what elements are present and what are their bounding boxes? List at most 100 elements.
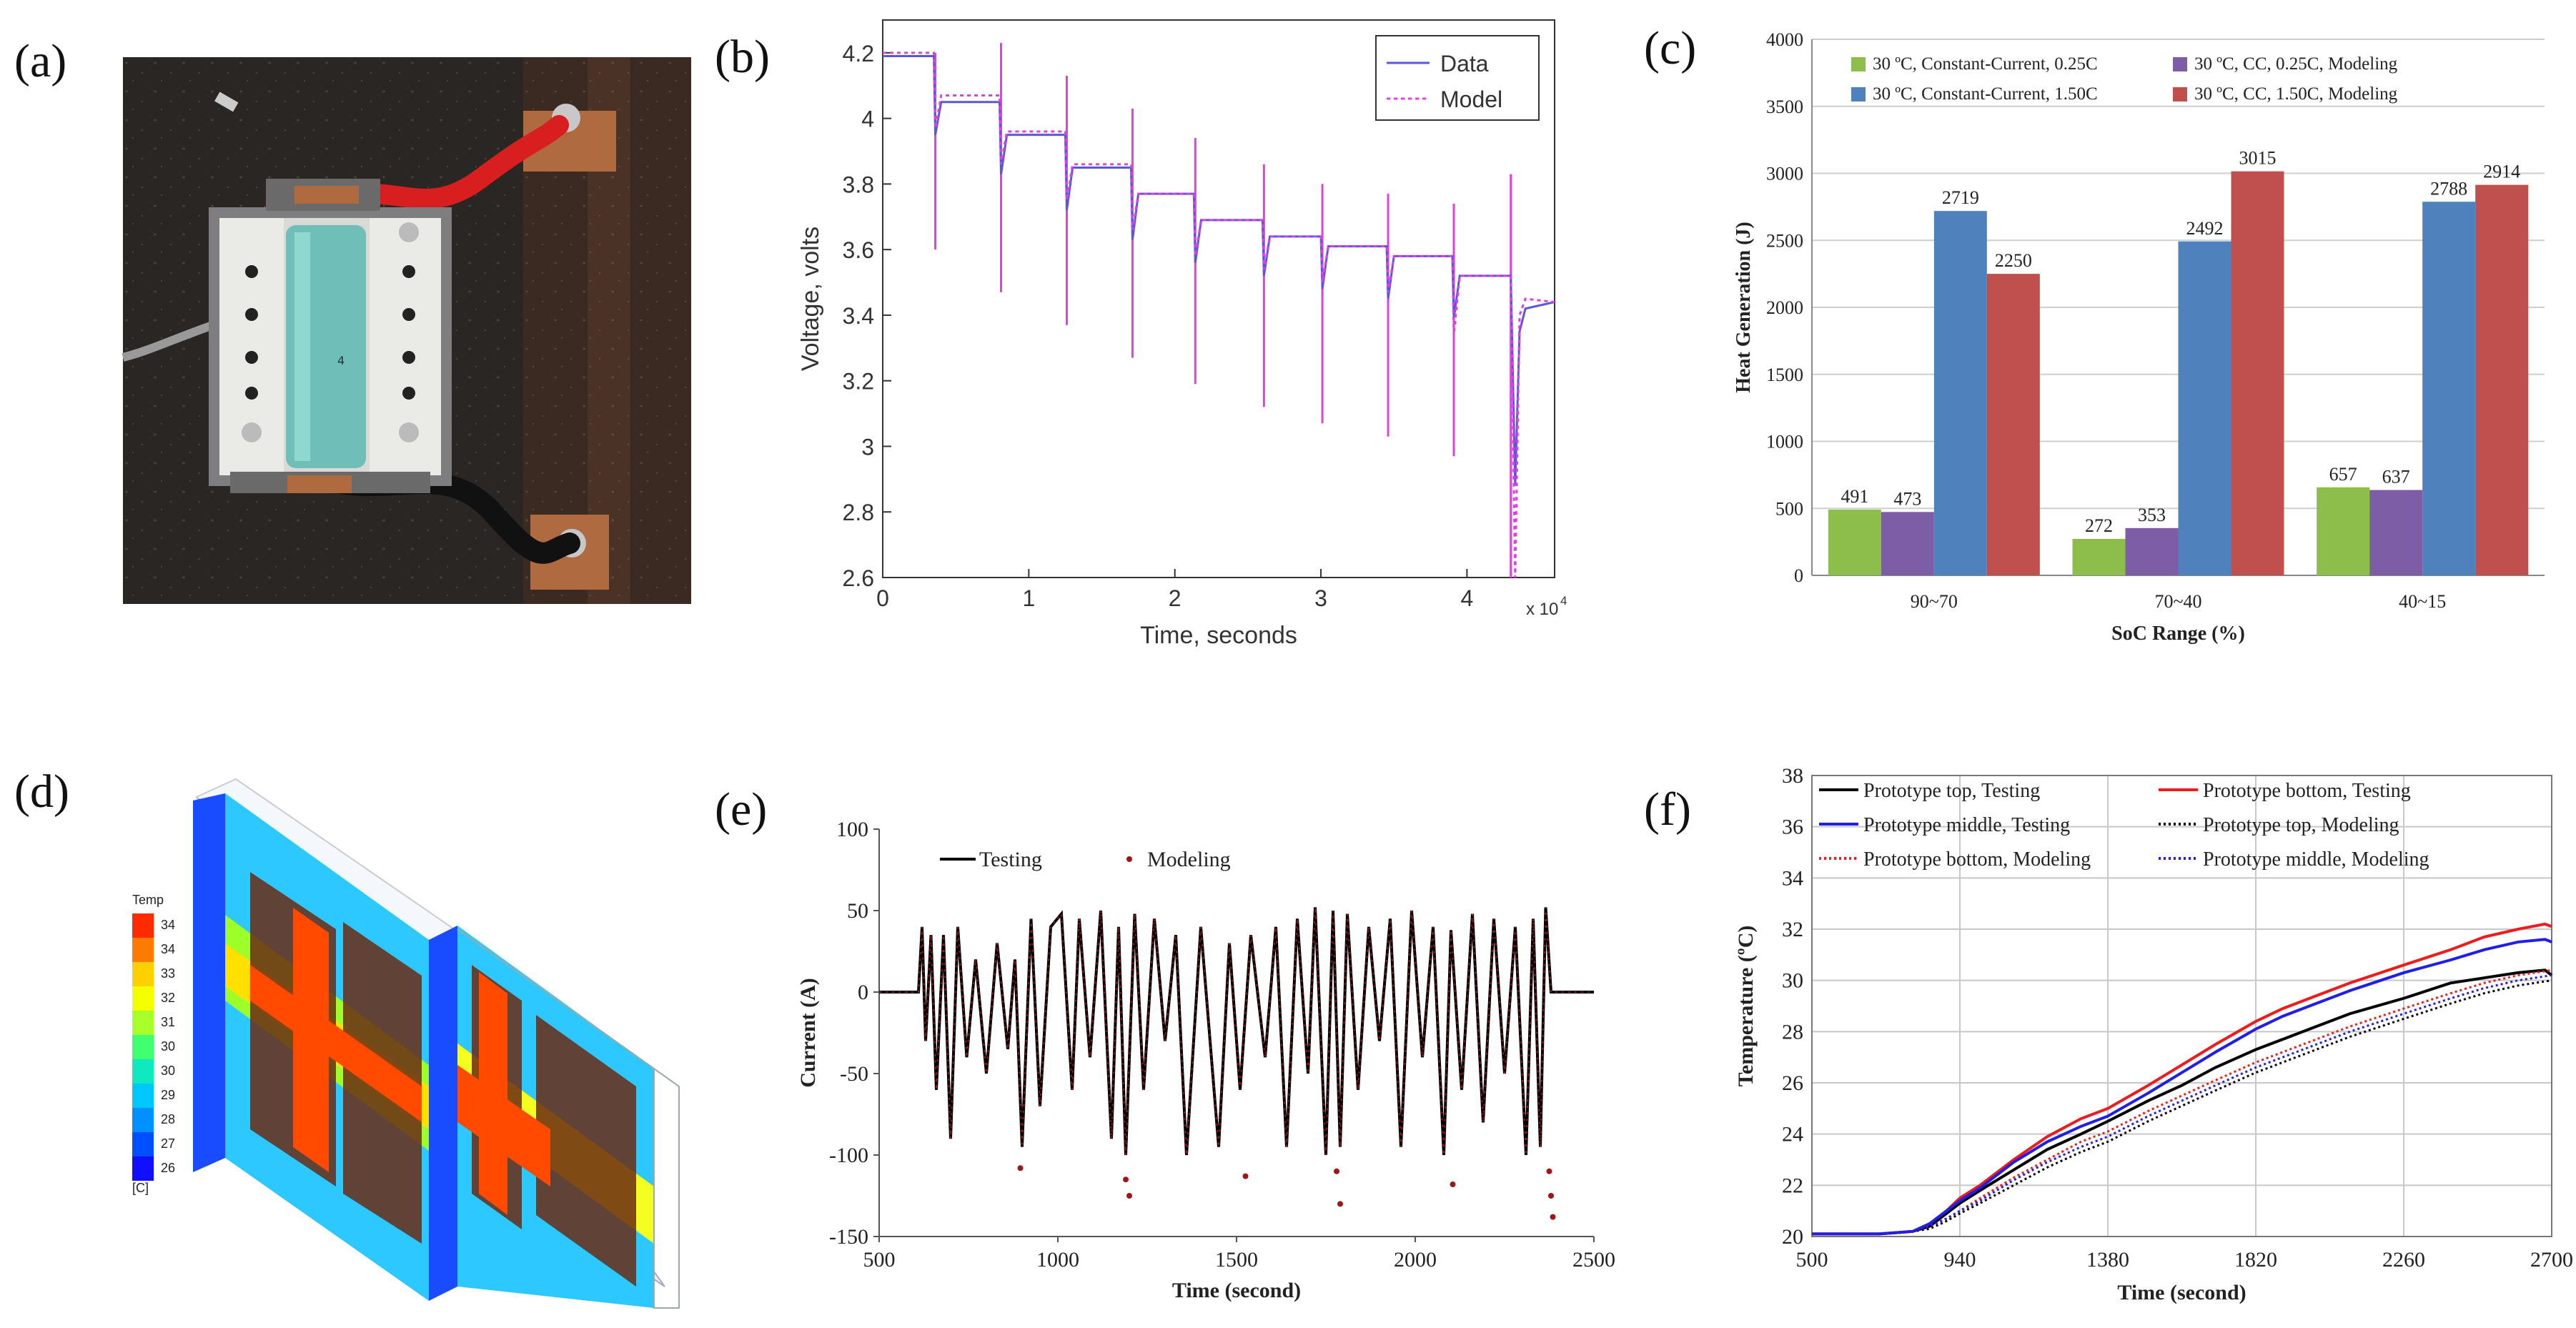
- cfd-color-legend: Temp 34 34 33 32 31 30 30 29 28 27 26 [C]: [132, 893, 175, 1195]
- x-tick-label: 1820: [2234, 1248, 2277, 1272]
- y-tick-label: 2.6: [843, 565, 874, 591]
- series-line: [1812, 968, 2552, 1235]
- modeling-point: [1550, 1214, 1556, 1220]
- y-tick-label: 3000: [1766, 164, 1803, 184]
- heat-bar-chart: 0 500 1000 1500 2000 2500 3000 3500 4000 491 473 27…: [1733, 29, 2545, 645]
- modeling-point: [1450, 1181, 1456, 1188]
- cfd-legend-swatch: [132, 1156, 154, 1181]
- cfd-legend-value: 34: [161, 942, 175, 956]
- legend-label: 30 ºC, CC, 0.25C, Modeling: [2194, 54, 2398, 74]
- panel-label-a: (a): [14, 35, 67, 87]
- x-tick-label: 3: [1314, 585, 1327, 611]
- y-tick-label: 3.2: [843, 369, 874, 395]
- bar-value-label: 491: [1841, 486, 1868, 507]
- legend-label: 30 ºC, Constant-Current, 0.25C: [1873, 54, 2098, 74]
- modeling-point: [1548, 1193, 1554, 1199]
- y-axis-label: Temperature (ºC): [1734, 926, 1758, 1087]
- series-line: [1812, 974, 2552, 1235]
- bar-value-label: 2719: [1942, 187, 1979, 208]
- y-tick-label: 1500: [1766, 365, 1803, 385]
- x-axis-label: Time (second): [1172, 1279, 1301, 1302]
- bar: [2231, 171, 2284, 575]
- legend-label: 30 ºC, CC, 1.50C, Modeling: [2194, 84, 2398, 104]
- bar: [2072, 539, 2126, 575]
- legend-label: 30 ºC, Constant-Current, 1.50C: [1873, 84, 2098, 104]
- y-tick-label: 2500: [1766, 230, 1803, 251]
- y-tick-label: 36: [1782, 816, 1803, 839]
- series-line: [1812, 938, 2552, 1236]
- bar-value-label: 272: [2085, 515, 2113, 536]
- y-tick-label: 30: [1782, 969, 1803, 993]
- x-tick-label: 2000: [1394, 1248, 1437, 1272]
- y-tick-label: 1000: [1766, 432, 1803, 452]
- cfd-legend-title: Temp: [132, 893, 164, 907]
- cfd-legend-value: 27: [161, 1136, 175, 1151]
- bar: [2422, 202, 2476, 575]
- y-tick-label: 20: [1782, 1225, 1803, 1249]
- y-tick-label: -100: [829, 1144, 868, 1167]
- legend-swatch: [1851, 87, 1866, 101]
- legend-label: Prototype middle, Testing: [1863, 814, 2070, 836]
- bar-value-label: 473: [1893, 488, 1921, 509]
- y-tick-label: 38: [1782, 764, 1803, 788]
- bar: [1933, 211, 1987, 575]
- x-tick-label: 1500: [1215, 1248, 1258, 1272]
- cfd-legend-value: 29: [161, 1088, 175, 1102]
- y-tick-label: 3.8: [843, 172, 874, 197]
- modeling-point: [1126, 1193, 1132, 1199]
- cfd-legend-swatch: [132, 1059, 154, 1084]
- y-tick-label: 34: [1782, 866, 1803, 890]
- bar-value-label: 353: [2138, 505, 2166, 525]
- x-multiplier: x 10: [1526, 600, 1558, 619]
- bar: [2125, 527, 2179, 575]
- cfd-legend-value: 33: [161, 966, 175, 981]
- x-tick-label: 2: [1169, 585, 1182, 611]
- modeling-point: [1546, 1168, 1552, 1174]
- bar-value-label: 2250: [1995, 250, 2032, 271]
- series-line: [1812, 968, 2553, 1236]
- bar-value-label: 2788: [2430, 178, 2467, 199]
- y-tick-label: 3500: [1766, 96, 1803, 117]
- cfd-legend-value: 30: [161, 1064, 175, 1078]
- legend-label: Prototype bottom, Modeling: [1863, 848, 2091, 871]
- cell-label: 4: [337, 354, 345, 367]
- plot-frame: [1811, 775, 2552, 1237]
- bar: [1986, 274, 2040, 575]
- x-tick-label: 90~70: [1911, 591, 1958, 612]
- bar-value-label: 3015: [2239, 148, 2277, 169]
- y-tick-label: 26: [1782, 1071, 1803, 1095]
- cfd-legend-swatch: [132, 986, 154, 1011]
- y-tick-label: 2.8: [843, 500, 874, 525]
- series-line: [1812, 979, 2552, 1235]
- y-tick-label: 2000: [1766, 297, 1803, 318]
- y-tick-label: 3: [861, 434, 874, 460]
- bar: [2317, 487, 2370, 575]
- x-tick-label: 500: [1796, 1248, 1828, 1272]
- cfd-legend-swatch: [132, 1035, 154, 1059]
- y-tick-label: 4.2: [843, 41, 874, 66]
- y-tick-label: 500: [1775, 498, 1803, 519]
- panel-label-f: (f): [1644, 783, 1691, 836]
- y-axis-label: Voltage, volts: [797, 227, 824, 371]
- bar-value-label: 637: [2382, 467, 2410, 487]
- legend-label: Modeling: [1147, 848, 1231, 871]
- legend-swatch: [1851, 57, 1866, 71]
- legend-label: Testing: [979, 848, 1042, 871]
- modeling-point: [1017, 1165, 1024, 1171]
- y-tick-label: 50: [847, 899, 868, 923]
- y-tick-label: 3.4: [843, 303, 874, 329]
- legend-label: Data: [1440, 51, 1489, 76]
- bar-value-label: 657: [2329, 464, 2357, 485]
- cfd-legend-swatch: [132, 913, 154, 938]
- modeling-point: [1242, 1173, 1249, 1179]
- cfd-legend-value: 30: [161, 1039, 175, 1054]
- panel-label-d: (d): [14, 765, 69, 818]
- x-tick-label: 2260: [2382, 1248, 2425, 1272]
- cfd-temperature-render: Temp 34 34 33 32 31 30 30 29 28 27 26 [C]: [132, 778, 680, 1309]
- x-tick-label: 2500: [1572, 1248, 1615, 1272]
- panel-label-b: (b): [715, 31, 770, 83]
- legend-label: Prototype middle, Modeling: [2203, 848, 2429, 871]
- series-line-model: [883, 51, 1555, 578]
- legend-swatch: [2173, 87, 2187, 101]
- current-chart: -150 -100 -50 0 50 100 500 1000 1500 2000 2500 Time…: [796, 818, 1615, 1302]
